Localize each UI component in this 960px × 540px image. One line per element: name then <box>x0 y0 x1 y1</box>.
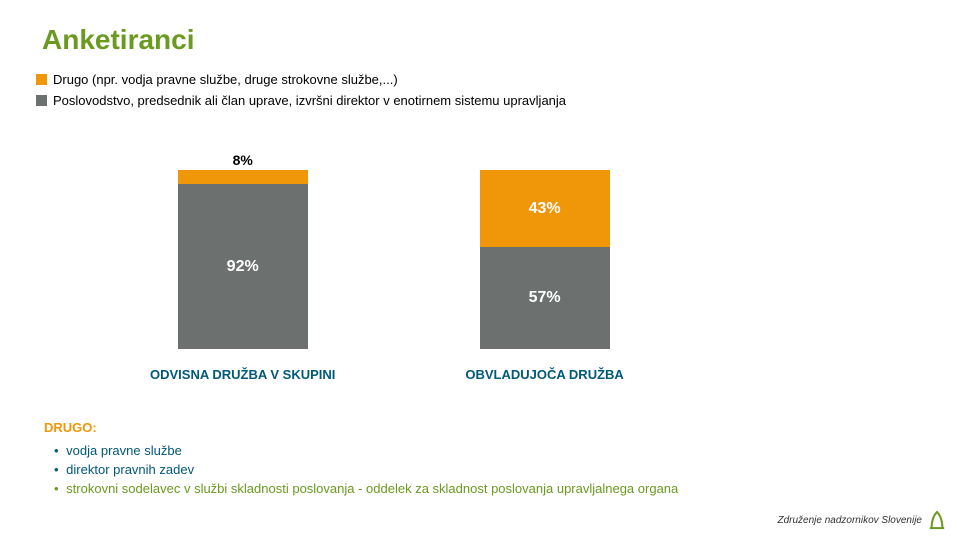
drugo-section: DRUGO: vodja pravne službe direktor prav… <box>44 420 744 500</box>
bar-segment-top <box>178 170 308 184</box>
bar-segment-top: 43% <box>480 170 610 247</box>
bar-value-label: 43% <box>529 200 561 218</box>
bar-category-label: ODVISNA DRUŽBA V SKUPINI <box>150 367 335 382</box>
legend-label: Poslovodstvo, predsednik ali član uprave… <box>53 93 566 108</box>
bar-group: 43% 57% OBVLADUJOČA DRUŽBA <box>465 152 623 382</box>
list-item: strokovni sodelavec v službi skladnosti … <box>54 481 744 498</box>
drugo-heading: DRUGO: <box>44 420 744 435</box>
drugo-list: vodja pravne službe direktor pravnih zad… <box>44 443 744 498</box>
bar-segment-bottom: 57% <box>480 247 610 349</box>
bar-value-label-spacer <box>543 152 547 168</box>
bar-stack: 92% <box>178 170 308 349</box>
legend-item: Poslovodstvo, predsednik ali član uprave… <box>36 93 566 108</box>
legend-item: Drugo (npr. vodja pravne službe, druge s… <box>36 72 566 87</box>
bar-value-label: 57% <box>529 289 561 307</box>
footer-text: Združenje nadzornikov Slovenije <box>777 515 922 526</box>
page-title: Anketiranci <box>42 24 195 56</box>
list-item: direktor pravnih zadev <box>54 462 744 479</box>
footer: Združenje nadzornikov Slovenije <box>777 510 946 530</box>
bar-stack: 43% 57% <box>480 170 610 349</box>
bar-category-label: OBVLADUJOČA DRUŽBA <box>465 367 623 382</box>
bar-group: 8% 92% ODVISNA DRUŽBA V SKUPINI <box>150 152 335 382</box>
legend: Drugo (npr. vodja pravne službe, druge s… <box>36 72 566 114</box>
list-item: vodja pravne službe <box>54 443 744 460</box>
stacked-bar-chart: 8% 92% ODVISNA DRUŽBA V SKUPINI 43% 57% … <box>150 152 650 382</box>
legend-swatch-icon <box>36 74 47 85</box>
bar-segment-bottom: 92% <box>178 184 308 349</box>
logo-icon <box>928 510 946 530</box>
legend-label: Drugo (npr. vodja pravne službe, druge s… <box>53 72 398 87</box>
legend-swatch-icon <box>36 95 47 106</box>
bar-value-label: 92% <box>227 258 259 276</box>
bar-value-label: 8% <box>233 152 253 168</box>
